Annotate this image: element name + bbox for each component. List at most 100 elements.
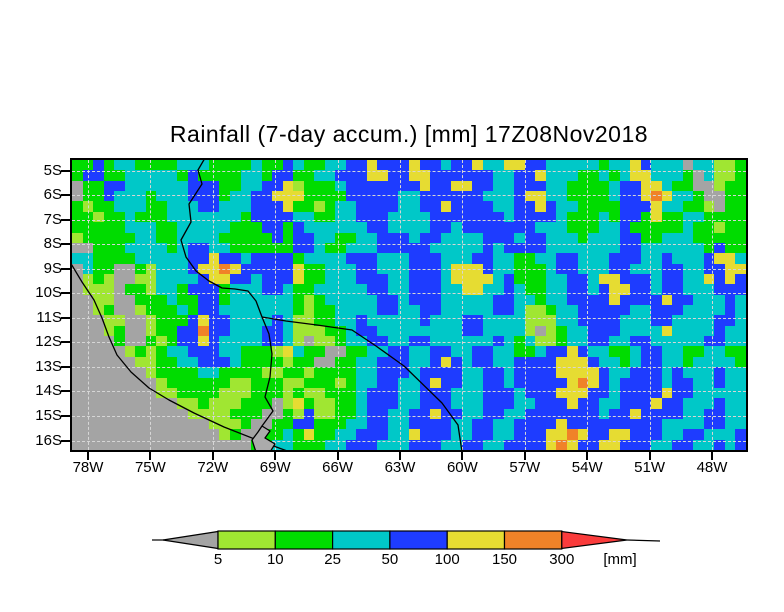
grid-cell [156, 346, 168, 358]
grid-cell [430, 180, 442, 192]
grid-cell [166, 284, 178, 296]
grid-cell [198, 305, 210, 317]
grid-cell [335, 273, 347, 285]
grid-cell [103, 160, 115, 172]
grid-cell [682, 294, 695, 306]
lon-tick [87, 452, 89, 460]
grid-cell [166, 170, 178, 182]
grid-cell [503, 160, 515, 172]
grid-cell [261, 180, 273, 192]
grid-cell [430, 222, 442, 234]
grid-cell [609, 232, 621, 244]
grid-cell [682, 305, 695, 317]
grid-cell [724, 305, 737, 317]
lon-tick [648, 452, 651, 460]
grid-cell [609, 408, 621, 420]
grid-cell [187, 408, 200, 420]
grid-cell [461, 222, 473, 234]
grid-cell [703, 429, 716, 441]
grid-cell [640, 439, 652, 450]
grid-cell [566, 367, 579, 379]
grid-cell [651, 408, 663, 420]
grid-cell [472, 201, 484, 213]
grid-cell [156, 356, 168, 368]
grid-cell [735, 315, 746, 327]
grid-cell [556, 232, 568, 244]
grid-cell [251, 201, 263, 213]
grid-cell [588, 346, 600, 358]
grid-cell [187, 201, 200, 213]
grid-cell [409, 346, 421, 358]
grid-cell [398, 253, 410, 265]
grid-cell [682, 273, 695, 285]
grid-cell [177, 356, 189, 368]
grid-cell [398, 160, 410, 172]
grid-cell [135, 222, 147, 234]
grid-cell [229, 180, 242, 192]
grid-cell [566, 429, 579, 441]
grid-cell [493, 191, 505, 203]
grid-cell [703, 253, 716, 265]
grid-cell [366, 191, 379, 203]
grid-cell [261, 170, 273, 182]
grid-cell [324, 201, 336, 213]
grid-cell [598, 429, 610, 441]
grid-cell [229, 201, 242, 213]
grid-cell [114, 284, 126, 296]
grid-cell [229, 398, 242, 410]
grid-cell [377, 346, 389, 358]
grid-cell [272, 387, 284, 399]
grid-cell [166, 273, 178, 285]
grid-cell [703, 418, 716, 430]
grid-cell [356, 408, 368, 420]
grid-cell [430, 408, 442, 420]
grid-cell [493, 305, 505, 317]
grid-cell [366, 160, 379, 172]
grid-cell [114, 346, 126, 358]
grid-cell [535, 387, 547, 399]
grid-cell [630, 180, 642, 192]
grid-cell [208, 398, 221, 410]
grid-cell [640, 408, 652, 420]
grid-cell [93, 294, 105, 306]
grid-cell [619, 325, 631, 337]
grid-cell [72, 429, 84, 441]
grid-cell [377, 284, 389, 296]
grid-cell [651, 418, 663, 430]
grid-cell [72, 356, 84, 368]
grid-cell [724, 191, 737, 203]
grid-cell [72, 222, 84, 234]
grid-cell [451, 418, 463, 430]
grid-cell [661, 180, 673, 192]
grid-cell [724, 387, 737, 399]
grid-cell [177, 377, 189, 389]
grid-cell [345, 222, 358, 234]
grid-cell [356, 180, 368, 192]
grid-cell [566, 273, 579, 285]
grid-cell [440, 201, 452, 213]
grid-cell [451, 408, 463, 420]
grid-cell [661, 284, 673, 296]
grid-cell [324, 160, 336, 172]
grid-cell [198, 201, 210, 213]
grid-cell [430, 346, 442, 358]
lon-tick [586, 452, 589, 460]
grid-cell [135, 253, 147, 265]
grid-cell [703, 294, 716, 306]
grid-cell [640, 180, 652, 192]
grid-cell [693, 377, 705, 389]
grid-cell [93, 180, 105, 192]
grid-cell [735, 429, 746, 441]
grid-cell [619, 191, 631, 203]
grid-cell [156, 211, 168, 223]
grid-cell [114, 253, 126, 265]
grid-cell [366, 232, 379, 244]
grid-cell [440, 242, 452, 254]
grid-cell [114, 191, 126, 203]
grid-cell [440, 377, 452, 389]
grid-cell [219, 346, 231, 358]
grid-cell [682, 439, 695, 450]
grid-cell [503, 398, 515, 410]
grid-cell [335, 222, 347, 234]
grid-cell [651, 294, 663, 306]
